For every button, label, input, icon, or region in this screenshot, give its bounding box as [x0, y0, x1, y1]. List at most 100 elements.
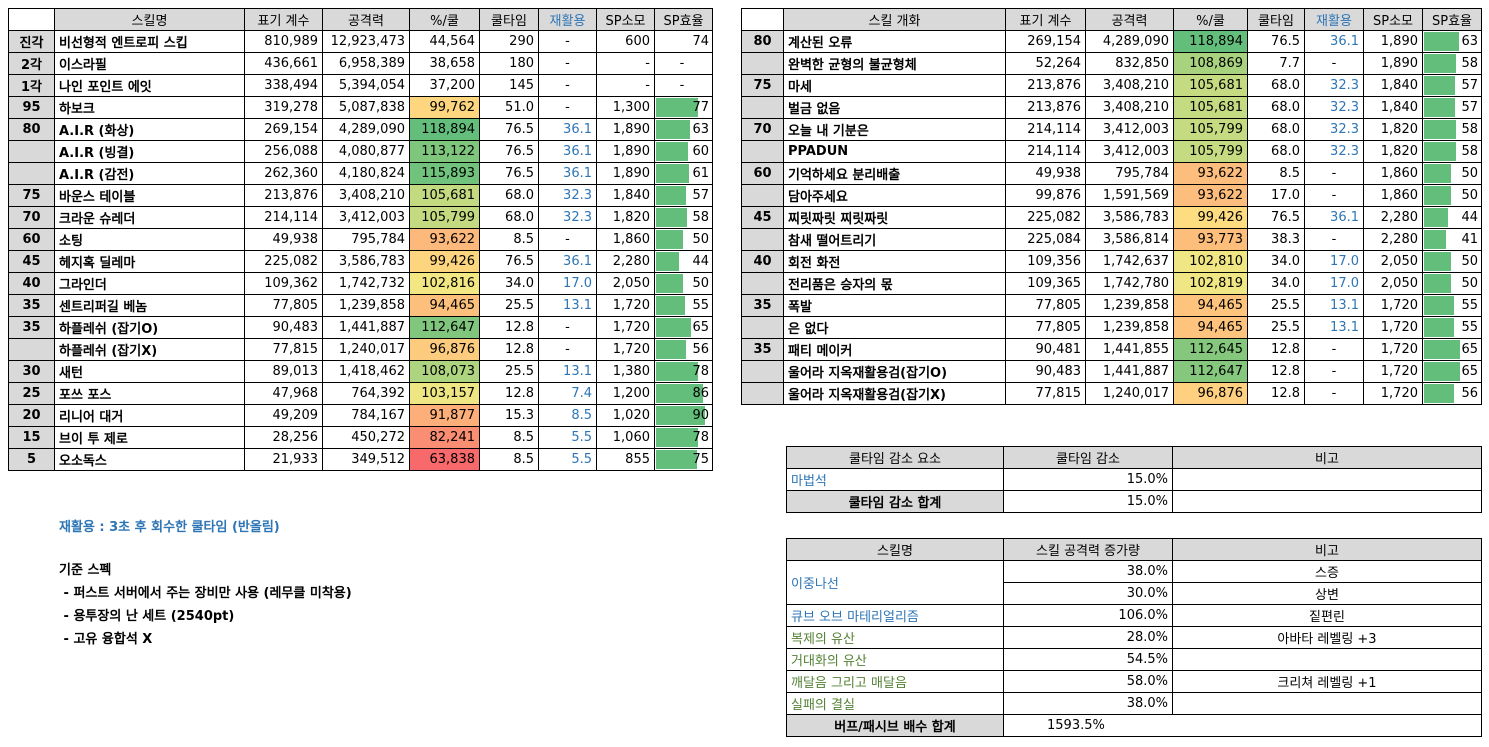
- sp-efficiency-value: 56: [1461, 386, 1478, 401]
- coefficient-cell: 225,082: [244, 250, 323, 273]
- percent-cooldown-cell: 37,200: [409, 74, 480, 97]
- cooldown-cell: 290: [479, 30, 539, 53]
- percent-cooldown-cell: 108,073: [409, 360, 480, 383]
- sp-cost-cell: 1,840: [1363, 74, 1423, 97]
- sp-efficiency-value: 63: [692, 122, 709, 137]
- level-cell: 80: [8, 118, 55, 141]
- sp-efficiency-value: 57: [1461, 78, 1478, 93]
- sp-efficiency-value: 78: [692, 430, 709, 445]
- cooldown-total-label: 쿨타임 감소 합계: [786, 490, 1004, 513]
- sp-efficiency-cell: 63: [1422, 30, 1482, 53]
- cooldown-cell: 12.8: [479, 316, 539, 339]
- recycle-cell: 36.1: [538, 118, 597, 141]
- coefficient-cell: 77,815: [244, 338, 323, 361]
- table-row: 진각 비선형적 엔트로피 스킵 810,989 12,923,473 44,564 290…: [8, 30, 713, 53]
- cooldown-cell: 12.8: [1247, 382, 1305, 405]
- sp-efficiency-cell: 57: [1422, 74, 1482, 97]
- table-row: PPADUN 214,114 3,412,003 105,799 68.0 32.3 1,8…: [741, 140, 1482, 163]
- level-cell: [741, 316, 784, 339]
- sp-cost-cell: 1,720: [1363, 382, 1423, 405]
- table-row: 15 브이 투 제로 28,256 450,272 82,241 8.5 5.5 1,060 7…: [8, 426, 713, 449]
- header-sp-cost: SP소모: [1363, 8, 1423, 31]
- sp-efficiency-bar: [1424, 98, 1456, 117]
- percent-cooldown-cell: 93,773: [1173, 228, 1248, 251]
- table-row: A.I.R (빙결) 256,088 4,080,877 113,122 76.5 36.…: [8, 140, 713, 163]
- sp-efficiency-cell: 58: [1422, 52, 1482, 75]
- sp-cost-cell: 1,840: [596, 184, 655, 207]
- coefficient-cell: 214,114: [244, 206, 323, 229]
- skill-name-cell: 벌금 없음: [783, 96, 1006, 119]
- table-row: 45 헤지혹 딜레마 225,082 3,586,783 99,426 76.5 36.1 2…: [8, 250, 713, 273]
- spec-title: 기준 스펙: [59, 563, 112, 578]
- buff-value: 38.0%: [1003, 560, 1173, 583]
- sp-efficiency-cell: 57: [1422, 96, 1482, 119]
- total-row: 버프/패시브 배수 합계 1593.5%: [786, 714, 1482, 737]
- attack-cell: 1,441,887: [322, 316, 410, 339]
- cooldown-cell: 38.3: [1247, 228, 1305, 251]
- sp-efficiency-value: 50: [692, 276, 709, 291]
- buff-passive-table: 스킬명 스킬 공격력 증가량 비고 이중나선 38.0% 스증 30.0% 상변 큐브 오…: [786, 538, 1482, 737]
- cooldown-cell: 25.5: [479, 360, 539, 383]
- cooldown-cell: 68.0: [1247, 140, 1305, 163]
- sp-efficiency-bar: [1424, 32, 1459, 51]
- level-cell: [8, 162, 55, 185]
- buff-note: 짙편린: [1172, 604, 1482, 627]
- attack-cell: 3,408,210: [322, 184, 410, 207]
- recycle-cell: -: [1304, 52, 1364, 75]
- sp-efficiency-cell: 75: [654, 448, 713, 471]
- recycle-cell: -: [1304, 162, 1364, 185]
- sp-efficiency-bar: [1424, 274, 1451, 293]
- percent-cooldown-cell: 96,876: [409, 338, 480, 361]
- percent-cooldown-cell: 38,658: [409, 52, 480, 75]
- table-row: A.I.R (감전) 262,360 4,180,824 115,893 76.5 36.…: [8, 162, 713, 185]
- level-cell: [741, 228, 784, 251]
- percent-cooldown-cell: 108,869: [1173, 52, 1248, 75]
- sp-efficiency-value: 57: [1461, 100, 1478, 115]
- attack-cell: 3,408,210: [1085, 74, 1174, 97]
- cooldown-cell: 68.0: [1247, 74, 1305, 97]
- coefficient-cell: 90,481: [1005, 338, 1086, 361]
- header-recycle: 재활용: [1304, 8, 1364, 31]
- recycle-cell: 8.5: [538, 404, 597, 427]
- percent-cooldown-cell: 112,647: [409, 316, 480, 339]
- buff-total-label: 버프/패시브 배수 합계: [786, 714, 1004, 737]
- sp-efficiency-value: 44: [692, 254, 709, 269]
- sp-cost-cell: 1,720: [1363, 294, 1423, 317]
- attack-cell: 784,167: [322, 404, 410, 427]
- buff-note: [1172, 692, 1482, 715]
- level-cell: [741, 96, 784, 119]
- spec-item: - 용투장의 난 세트 (2540pt): [59, 609, 235, 624]
- table-row: 이중나선 38.0% 스증: [786, 560, 1482, 605]
- coefficient-cell: 213,876: [1005, 96, 1086, 119]
- sp-efficiency-cell: 55: [1422, 294, 1482, 317]
- buff-skill-name: 거대화의 유산: [786, 648, 1004, 671]
- sp-efficiency-cell: 44: [1422, 206, 1482, 229]
- sp-efficiency-cell: 65: [1422, 360, 1482, 383]
- recycle-cell: 36.1: [538, 250, 597, 273]
- percent-cooldown-cell: 91,877: [409, 404, 480, 427]
- table-row: 하플레쉬 (잡기X) 77,815 1,240,017 96,876 12.8-1,72…: [8, 338, 713, 361]
- sp-cost-cell: 2,280: [1363, 206, 1423, 229]
- sp-efficiency-cell: 50: [1422, 184, 1482, 207]
- table-row: 35 하플레쉬 (잡기O) 90,483 1,441,887 112,647 12.8-1…: [8, 316, 713, 339]
- coefficient-cell: 810,989: [244, 30, 323, 53]
- coefficient-cell: 90,483: [244, 316, 323, 339]
- coefficient-cell: 49,938: [244, 228, 323, 251]
- cooldown-cell: 76.5: [479, 118, 539, 141]
- attack-cell: 3,586,783: [1085, 206, 1174, 229]
- attack-cell: 1,239,858: [322, 294, 410, 317]
- coefficient-cell: 269,154: [1005, 30, 1086, 53]
- coefficient-cell: 213,876: [1005, 74, 1086, 97]
- sp-efficiency-bar: [656, 450, 697, 469]
- percent-cooldown-cell: 118,894: [1173, 30, 1248, 53]
- table-header-row: 스킬명 스킬 공격력 증가량 비고: [786, 538, 1482, 561]
- cooldown-cell: 76.5: [479, 162, 539, 185]
- sp-efficiency-value: 86: [692, 386, 709, 401]
- attack-cell: 3,412,003: [1085, 140, 1174, 163]
- skill-name-cell: 울어라 지옥재활용검(잡기X): [783, 382, 1006, 405]
- sp-efficiency-cell: 50: [1422, 162, 1482, 185]
- recycle-cell: 5.5: [538, 448, 597, 471]
- sp-cost-cell: 1,060: [596, 426, 655, 449]
- recycle-cell: 13.1: [538, 294, 597, 317]
- attack-cell: 1,591,569: [1085, 184, 1174, 207]
